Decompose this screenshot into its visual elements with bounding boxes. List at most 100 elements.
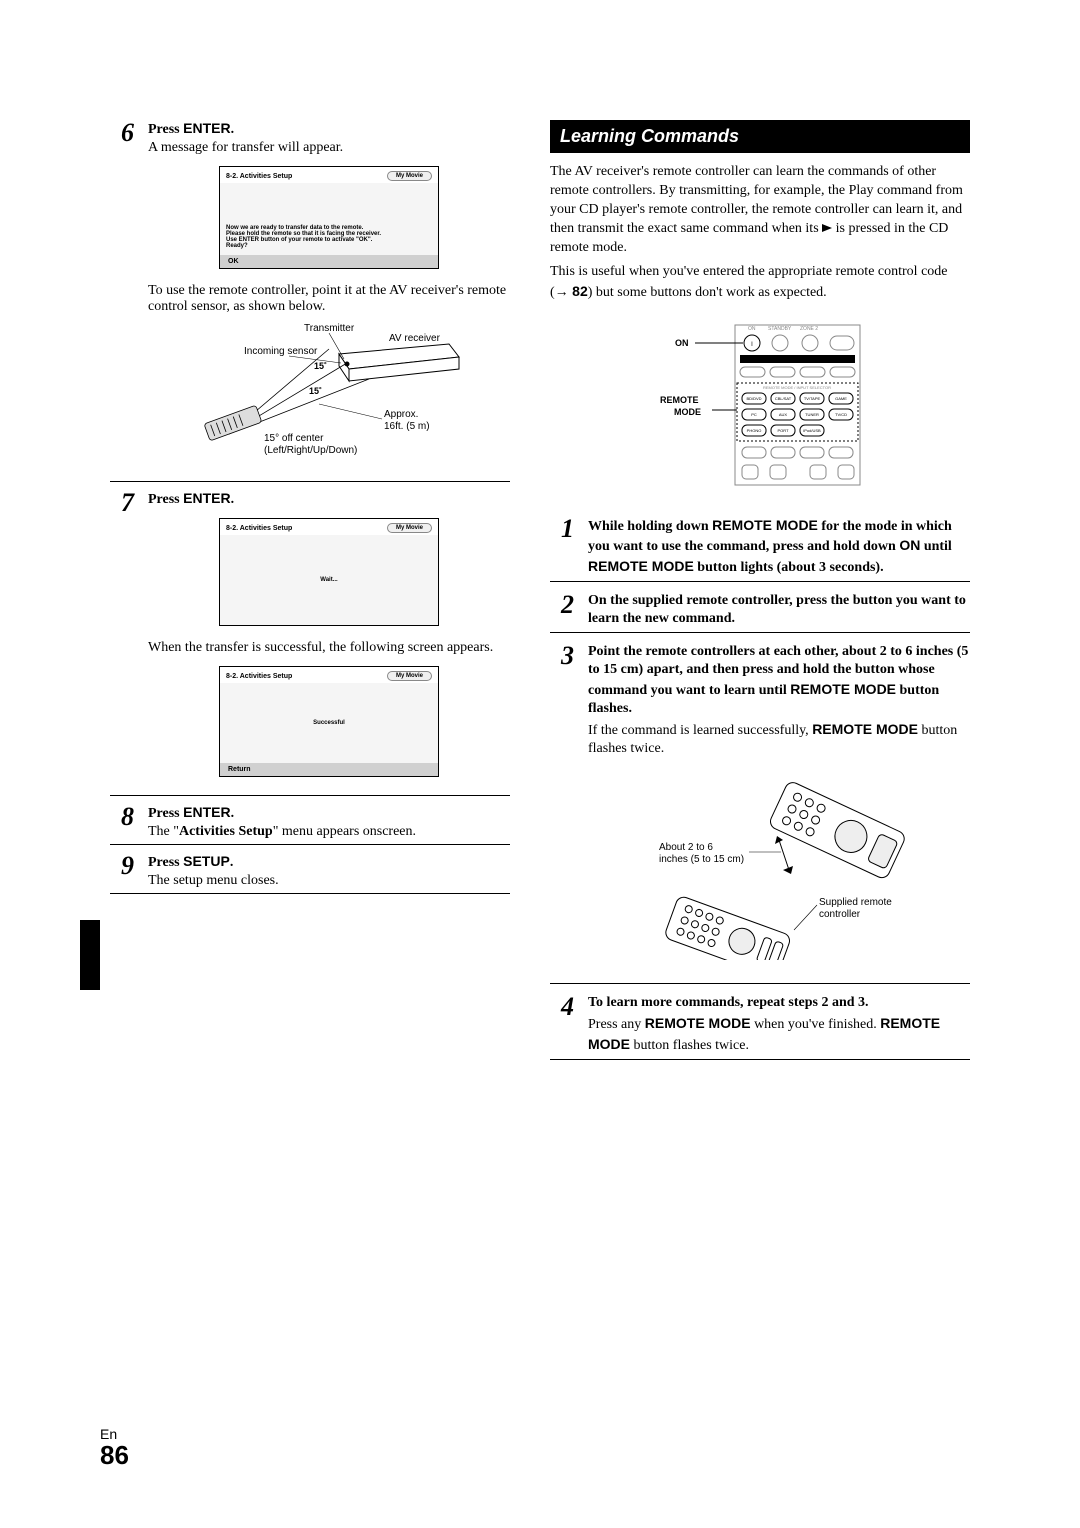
arrow-icon [555,285,569,300]
step-4-title: To learn more commands, repeat steps 2 a… [588,994,970,1012]
label-transmitter: Transmitter [304,323,355,334]
step-number: 7 [110,490,134,516]
label-sensor: Incoming sensor [244,346,318,357]
step-7-after: When the transfer is successful, the fol… [148,640,510,656]
svg-text:Supplied remote: Supplied remote [819,897,892,908]
svg-text:AUX: AUX [779,412,788,417]
label-button: ENTER [183,120,230,136]
intro-paragraph-1: The AV receiver's remote controller can … [550,163,970,257]
svg-text:PHONO: PHONO [747,428,762,433]
screen-button: My Movie [387,523,432,533]
step-6: 6 Press ENTER. A message for transfer wi… [110,120,510,477]
label-button: SETUP [183,853,230,869]
step-9-label: Press SETUP. [148,853,510,871]
step-6-after: To use the remote controller, point it a… [148,283,510,315]
svg-text:TV/CD: TV/CD [835,412,847,417]
right-column: Learning Commands The AV receiver's remo… [550,120,970,1070]
label-button: ENTER [183,804,230,820]
step-8-text: The "Activities Setup" menu appears onsc… [148,824,510,840]
label-lrud: (Left/Right/Up/Down) [264,445,357,456]
svg-text:PORT: PORT [777,428,789,433]
svg-text:TUNER: TUNER [805,412,819,417]
svg-text:BD/DVD: BD/DVD [746,396,761,401]
right-step-4: 4 To learn more commands, repeat steps 2… [550,994,970,1060]
svg-text:ON: ON [675,338,689,348]
screen-title: 8-2. Activities Setup [226,173,292,180]
label-angle: 15˚ [314,361,327,371]
svg-text:CBL/SAT: CBL/SAT [775,396,792,401]
svg-text:controller: controller [819,909,861,920]
step-1-title: While holding down REMOTE MODE for the m… [588,516,970,577]
step-9-text: The setup menu closes. [148,873,510,889]
text-post: " menu appears onscreen. [273,824,416,839]
left-column: 6 Press ENTER. A message for transfer wi… [110,120,510,1070]
svg-text:ON: ON [748,326,756,332]
right-step-3: 3 Point the remote controllers at each o… [550,643,970,984]
step-3-title: Point the remote controllers at each oth… [588,643,970,718]
step-2-title: On the supplied remote controller, press… [588,592,970,628]
svg-text:MODE: MODE [674,407,701,417]
step-6-text: A message for transfer will appear. [148,140,510,156]
play-icon [822,224,832,232]
transmitter-diagram: Transmitter AV receiver Incoming sensor … [189,319,469,469]
label-text: . [231,492,235,507]
screen-button: My Movie [387,171,432,181]
screen-footer: OK [220,255,438,268]
right-step-1: 1 While holding down REMOTE MODE for the… [550,516,970,582]
label-text: Press [148,806,183,821]
label-angle: 15˚ [309,386,322,396]
svg-text:About 2 to 6: About 2 to 6 [659,842,713,853]
screen-title: 8-2. Activities Setup [226,673,292,680]
svg-text:REMOTE: REMOTE [660,395,699,405]
label-offcenter: 15° off center [264,433,324,444]
label-text: . [230,855,234,870]
right-step-2: 2 On the supplied remote controller, pre… [550,592,970,633]
side-tab [80,920,100,990]
step-8: 8 Press ENTER. The "Activities Setup" me… [110,804,510,840]
label-text: Press [148,122,183,137]
step-number: 3 [550,643,574,669]
label-dist: 16ft. (5 m) [384,421,430,432]
step-number: 6 [110,120,134,146]
screen-button: My Movie [387,671,432,681]
svg-text:iPod/USB: iPod/USB [803,428,821,433]
svg-text:PC: PC [751,412,757,417]
screen-transfer-ready: 8-2. Activities Setup My Movie Now we ar… [219,166,439,269]
label-text: Press [148,492,183,507]
remote-pair-diagram: About 2 to 6 inches (5 to 15 cm) Supplie… [649,770,909,963]
screen-wait: 8-2. Activities Setup My Movie Wait... [219,518,439,626]
footer-page-number: 86 [100,1442,129,1468]
text-pre: The " [148,824,179,839]
screen-center: Successful [313,720,345,726]
intro-paragraph-2: This is useful when you've entered the a… [550,263,970,303]
screen-title: 8-2. Activities Setup [226,525,292,532]
step-number: 9 [110,853,134,879]
screen-center: Wait... [320,577,337,583]
remote-top-diagram: I ON STANDBY ZONE 2 REMOTE MODE / INPUT … [640,315,880,500]
screen-line: Ready? [226,243,432,249]
page-content: 6 Press ENTER. A message for transfer wi… [0,0,1080,1130]
screen-success: 8-2. Activities Setup My Movie Successfu… [219,666,439,777]
label-text: . [231,806,235,821]
intro-text: ) but some buttons don't work as expecte… [588,285,827,300]
step-4-desc: Press any REMOTE MODE when you've finish… [588,1014,970,1054]
step-number: 4 [550,994,574,1020]
svg-text:inches (5 to 15 cm): inches (5 to 15 cm) [659,854,744,865]
step-number: 8 [110,804,134,830]
step-6-label: Press ENTER. [148,120,510,138]
step-7: 7 Press ENTER. 8-2. Activities Setup My … [110,490,510,791]
screen-footer: Return [220,763,438,776]
label-receiver: AV receiver [389,333,441,344]
svg-text:ZONE 2: ZONE 2 [800,326,818,332]
label-text: . [231,122,235,137]
step-number: 2 [550,592,574,618]
label-button: ENTER [183,490,230,506]
svg-text:REMOTE MODE / INPUT SELECTOR: REMOTE MODE / INPUT SELECTOR [763,385,831,390]
label-text: Press [148,855,183,870]
step-3-desc: If the command is learned successfully, … [588,720,970,758]
text-bold: Activities Setup [179,824,273,839]
step-number: 1 [550,516,574,542]
step-9: 9 Press SETUP. The setup menu closes. [110,853,510,889]
page-ref: 82 [572,283,588,299]
svg-text:TV/TAPE: TV/TAPE [804,396,821,401]
